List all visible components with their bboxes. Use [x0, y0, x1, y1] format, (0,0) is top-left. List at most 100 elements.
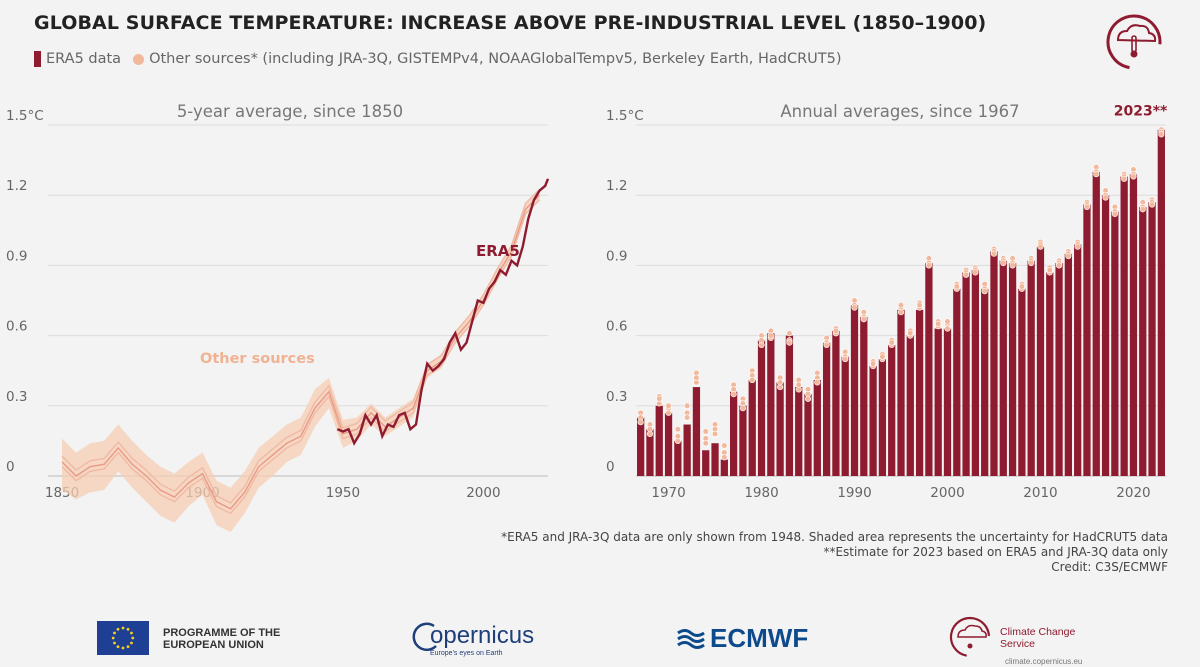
era5-bar: [915, 309, 924, 476]
climate-change-service-logo-icon: [949, 616, 991, 658]
era5-bar: [637, 417, 645, 476]
era5-bar: [785, 335, 794, 476]
era5-bar: [1008, 263, 1017, 476]
other-source-dot: [897, 309, 905, 316]
other-source-dot: [1065, 252, 1072, 260]
other-sources-line: [61, 188, 541, 504]
other-source-dot: [1148, 201, 1156, 208]
other-sources-line: [61, 199, 541, 515]
x-tick-label: 2020: [1116, 485, 1150, 501]
era5-bar: [1101, 195, 1110, 476]
other-source-dot: [804, 395, 812, 402]
y-tick-label: 1.2: [6, 178, 27, 194]
other-source-dot: [702, 440, 709, 447]
other-sources-swatch: [133, 53, 145, 65]
other-sources-line: [61, 194, 541, 510]
copernicus-logo-icon: [412, 622, 437, 651]
era5-bar: [692, 387, 701, 476]
other-source-dot: [832, 327, 840, 335]
other-source-dot: [916, 302, 923, 309]
era5-bar: [999, 260, 1007, 476]
y-tick-label: 0: [606, 459, 615, 475]
other-source-dot: [907, 330, 914, 337]
era5-bar: [720, 459, 728, 476]
era5-bar: [981, 288, 989, 476]
era5-bar: [925, 263, 933, 476]
other-source-dot: [721, 442, 728, 449]
y-tick-label: 0: [6, 459, 15, 475]
x-tick-label: 1980: [744, 485, 778, 501]
era5-bar: [1111, 211, 1119, 476]
other-source-dot: [1018, 283, 1025, 290]
other-source-dot: [702, 428, 709, 435]
other-source-dot: [777, 379, 784, 386]
year-2023-annotation: 2023**: [1114, 104, 1168, 120]
era5-bar: [1139, 206, 1147, 476]
era5-bar: [776, 382, 784, 476]
other-source-dot: [1009, 262, 1016, 269]
y-tick-label: 0.3: [6, 389, 27, 405]
other-source-dot: [711, 430, 719, 437]
legend-era5-label: ERA5 data: [46, 51, 122, 67]
x-tick-label: 1990: [837, 485, 871, 501]
footnote-2: **Estimate for 2023 based on ERA5 and JR…: [823, 545, 1168, 559]
eu-flag-icon: [97, 621, 149, 655]
ecmwf-logo-icon: [677, 629, 705, 649]
footnote-1: *ERA5 and JRA-3Q data are only shown fro…: [501, 530, 1168, 544]
y-tick-label: 1.2: [606, 178, 627, 194]
era5-bar: [739, 405, 747, 476]
era5-bar: [962, 272, 970, 476]
era5-swatch: [34, 51, 41, 67]
era5-bar: [1018, 288, 1026, 476]
credit: Credit: C3S/ECMWF: [1051, 560, 1168, 574]
other-source-dot: [1139, 206, 1146, 213]
copernicus-logo-text: opernicus: [430, 622, 535, 649]
other-source-dot: [842, 355, 849, 363]
other-source-dot: [684, 414, 691, 421]
other-source-dot: [897, 302, 905, 309]
era5-bar: [906, 335, 914, 476]
legend-other-label: Other sources* (including JRA-3Q, GISTEM…: [149, 51, 842, 67]
era5-bar: [888, 344, 896, 476]
other-source-dot: [944, 325, 951, 332]
era5-bar: [1083, 204, 1091, 476]
era5-bar: [757, 340, 766, 476]
other-source-dot: [1121, 175, 1128, 182]
c3s-logo-icon: [1106, 14, 1162, 70]
era5-bar: [943, 328, 952, 476]
other-source-dot: [814, 379, 821, 386]
era5-bar: [1092, 171, 1100, 477]
era5-bar: [1157, 129, 1165, 476]
era5-bar: [795, 387, 803, 476]
era5-bar: [1055, 263, 1063, 476]
other-source-dot: [646, 426, 654, 433]
era5-bar: [664, 412, 673, 476]
era5-bar: [730, 391, 738, 476]
era5-bar: [1027, 260, 1035, 476]
other-source-dot: [721, 454, 728, 461]
bar-chart-annual-averages: Annual averages, since 1967 0 0.3 0.6 0.9 1.2…: [606, 102, 1168, 501]
other-source-dot: [684, 402, 691, 409]
era5-line: [336, 178, 550, 446]
y-tick-label: 0.6: [606, 319, 627, 335]
other-source-dot: [1074, 243, 1081, 250]
era5-bar: [1148, 202, 1156, 476]
eu-programme-text: PROGRAMME OF THE EUROPEAN UNION: [163, 627, 281, 651]
other-source-dot: [656, 395, 663, 402]
era5-bar: [897, 309, 905, 476]
other-source-dot: [823, 341, 830, 349]
era5-bar: [822, 342, 831, 476]
era5-bar: [841, 356, 849, 476]
era5-bar: [813, 380, 821, 476]
era5-bar: [711, 443, 719, 476]
era5-bar: [934, 328, 942, 476]
other-source-dot: [879, 353, 886, 360]
era5-bar: [1046, 272, 1054, 476]
other-source-dot: [1111, 210, 1118, 218]
other-source-dot: [637, 419, 644, 426]
other-source-dot: [972, 269, 979, 276]
era5-bar: [953, 288, 961, 476]
other-source-dot: [1158, 131, 1165, 138]
era5-bar: [767, 333, 775, 476]
other-source-dot: [1046, 266, 1053, 274]
